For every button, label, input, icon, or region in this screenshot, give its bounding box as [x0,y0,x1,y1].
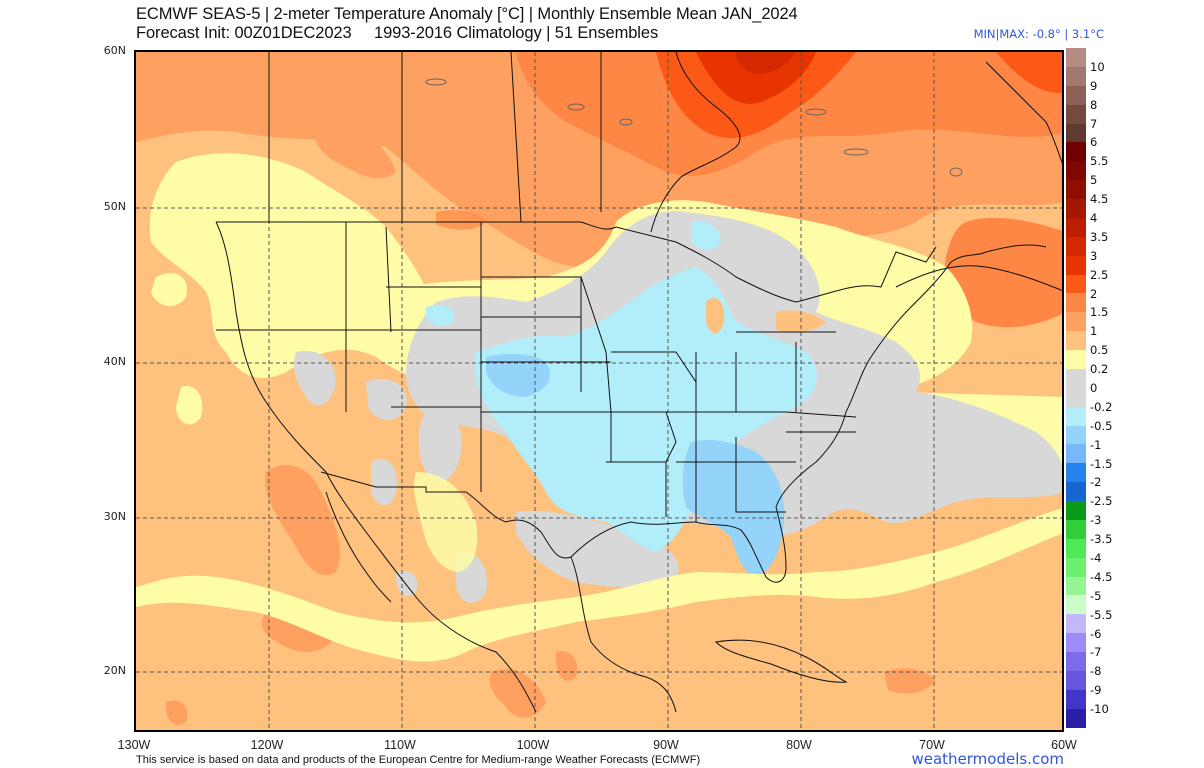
colorbar-swatch [1066,670,1086,690]
colorbar-swatch [1066,519,1086,539]
colorbar-swatch [1066,274,1086,294]
lat-label-40n: 40N [103,355,126,368]
colorbar-swatch [1066,331,1086,350]
colorbar-label: -4 [1090,551,1102,565]
colorbar-swatch [1066,312,1086,332]
anomaly-map-svg [136,52,1062,730]
colorbar-swatch [1066,633,1086,652]
colorbar-swatch [1066,463,1086,483]
credit-text: This service is based on data and produc… [136,754,701,766]
colorbar-swatch [1066,255,1086,275]
colorbar-swatch [1066,576,1086,596]
lon-label-60w: 60W [1051,738,1077,752]
colorbar-label: -5 [1090,588,1102,603]
lon-label-130w: 130W [117,738,151,752]
lon-label-120w: 120W [250,738,284,752]
colorbar-label: -3.5 [1090,532,1113,547]
colorbar-swatch [1066,652,1086,671]
lon-label-70w: 70W [919,738,945,752]
colorbar-swatch [1066,142,1086,162]
brand-link[interactable]: weathermodels.com [911,750,1064,768]
lat-label-20n: 20N [103,664,126,677]
colorbar-label: 8 [1090,97,1098,112]
colorbar-label: -8 [1090,664,1102,679]
lon-label-100w: 100W [516,738,550,752]
title-line-1: ECMWF SEAS-5 | 2-meter Temperature Anoma… [136,5,798,23]
chart-title: ECMWF SEAS-5 | 2-meter Temperature Anoma… [136,5,798,43]
lat-label-50n: 50N [103,200,126,213]
colorbar-label: 2 [1090,286,1098,301]
colorbar-label: 1 [1090,324,1098,339]
colorbar-swatch [1066,180,1086,199]
colorbar-label: 3 [1090,248,1098,263]
min-max-label: MIN|MAX: -0.8° | 3.1°C [973,27,1104,41]
colorbar-swatch [1066,123,1086,143]
colorbar [1066,48,1086,728]
colorbar-label: 9 [1090,78,1098,93]
lon-label-110w: 110W [384,738,416,752]
lon-label-90w: 90W [653,738,679,752]
colorbar-label: 0.2 [1090,362,1109,377]
colorbar-label: -0.5 [1090,418,1113,433]
colorbar-label: -2.5 [1090,494,1113,509]
title-line-2: Forecast Init: 00Z01DEC2023 1993-2016 Cl… [136,24,659,42]
colorbar-label: -1 [1090,437,1102,452]
colorbar-swatch [1066,293,1086,313]
colorbar-swatch [1066,85,1086,105]
colorbar-label: -7 [1090,645,1102,660]
colorbar-label: -10 [1090,702,1109,717]
colorbar-swatch [1066,425,1086,445]
lat-label-30n: 30N [103,510,126,523]
colorbar-label: -6 [1090,626,1102,641]
colorbar-label: 6 [1090,135,1098,150]
colorbar-label: -2 [1090,475,1102,490]
colorbar-label: 1.5 [1090,305,1109,320]
colorbar-swatch [1066,236,1086,256]
colorbar-swatch [1066,161,1086,181]
colorbar-label: -0.2 [1090,399,1113,414]
colorbar-label: 7 [1090,116,1098,131]
colorbar-label: 4.5 [1090,192,1109,207]
colorbar-label: 5.5 [1090,154,1109,169]
colorbar-swatch [1066,199,1086,218]
colorbar-swatch [1066,387,1086,407]
colorbar-swatch [1066,595,1086,615]
colorbar-swatch [1066,557,1086,577]
colorbar-label: -4.5 [1090,569,1113,584]
colorbar-swatch [1066,350,1086,369]
colorbar-swatch [1066,217,1086,237]
colorbar-label: -3 [1090,513,1102,528]
colorbar-swatch [1066,66,1086,86]
colorbar-label: 10 [1090,59,1105,74]
colorbar-label: 5 [1090,173,1098,188]
colorbar-label: 3.5 [1090,229,1109,244]
colorbar-label: -1.5 [1090,456,1113,471]
colorbar-swatch [1066,501,1086,520]
colorbar-label: 0.5 [1090,343,1109,358]
colorbar-label: -5.5 [1090,607,1113,622]
colorbar-swatch [1066,614,1086,634]
colorbar-label: 0 [1090,381,1098,395]
colorbar-swatch [1066,48,1086,67]
colorbar-swatch [1066,482,1086,501]
lon-label-80w: 80W [786,738,812,752]
colorbar-swatch [1066,104,1086,124]
colorbar-label: 2.5 [1090,267,1109,282]
colorbar-swatch [1066,708,1086,728]
colorbar-swatch [1066,689,1086,709]
colorbar-swatch [1066,406,1086,426]
lat-label-60n: 60N [103,44,126,57]
colorbar-label: 4 [1090,211,1098,225]
colorbar-swatch [1066,538,1086,558]
colorbar-label: -9 [1090,683,1102,698]
anomaly-map [134,50,1064,732]
colorbar-swatch [1066,368,1086,388]
colorbar-swatch [1066,444,1086,464]
